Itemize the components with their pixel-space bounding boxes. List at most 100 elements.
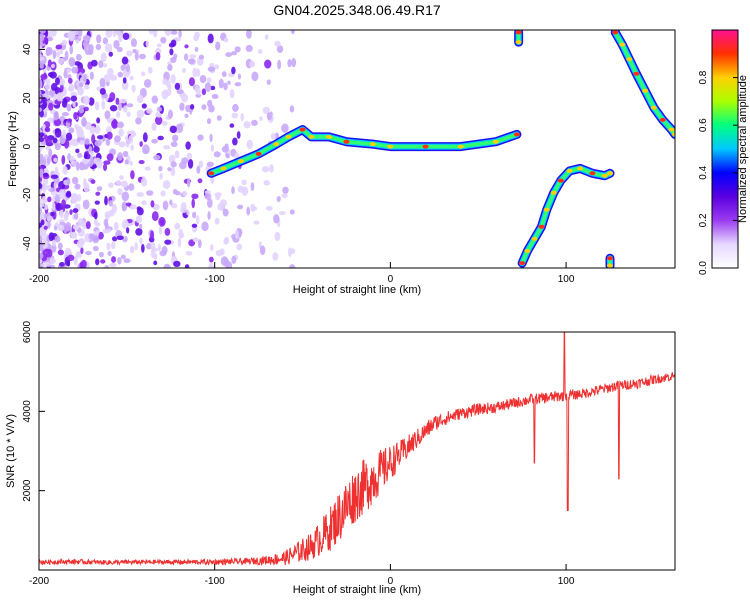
noise-speckle (100, 259, 106, 264)
noise-speckle (217, 203, 225, 211)
noise-speckle (105, 30, 113, 38)
noise-speckle (61, 199, 66, 209)
noise-speckle (119, 98, 127, 104)
y-tick-label: 4000 (22, 400, 33, 423)
noise-speckle (48, 102, 54, 111)
noise-speckle (65, 191, 72, 198)
noise-speckle (225, 153, 230, 159)
noise-speckle (50, 63, 55, 69)
noise-speckle (65, 132, 73, 141)
noise-speckle (234, 46, 241, 53)
noise-speckle (104, 110, 111, 120)
noise-speckle (210, 85, 216, 91)
noise-speckle (152, 203, 160, 211)
noise-speckle (174, 82, 181, 91)
noise-speckle (276, 45, 284, 53)
noise-speckle (68, 127, 75, 134)
trace-peak (606, 171, 613, 176)
colorbar: 0.0 0.2 0.4 0.6 0.8 Normalized spectral ampl… (698, 29, 749, 275)
noise-speckle (207, 99, 213, 108)
noise-speckle (98, 60, 104, 69)
noise-speckle (168, 154, 176, 164)
noise-speckle (121, 56, 129, 65)
noise-speckle (58, 78, 66, 86)
noise-speckle (39, 136, 45, 142)
spectrogram-noise (39, 30, 297, 268)
noise-speckle (130, 170, 135, 180)
noise-speckle (72, 224, 80, 230)
noise-speckle (40, 219, 45, 226)
noise-speckle (153, 260, 158, 266)
noise-speckle (94, 101, 100, 111)
noise-speckle (171, 203, 178, 209)
noise-speckle (64, 50, 69, 61)
noise-speckle (291, 58, 297, 68)
noise-speckle (186, 209, 190, 216)
noise-speckle (201, 104, 207, 111)
noise-speckle (75, 161, 80, 171)
noise-speckle (69, 44, 74, 55)
noise-speckle (204, 82, 212, 92)
noise-speckle (140, 71, 146, 77)
noise-speckle (141, 243, 145, 253)
noise-speckle (108, 200, 113, 207)
noise-speckle (117, 188, 123, 196)
noise-speckle (39, 242, 44, 249)
noise-speckle (67, 254, 75, 262)
noise-speckle (174, 150, 180, 159)
noise-speckle (106, 131, 113, 140)
trace-peak (387, 144, 394, 149)
noise-speckle (80, 247, 84, 254)
noise-speckle (201, 221, 209, 232)
noise-speckle (139, 141, 143, 147)
trace-peak (557, 178, 564, 183)
noise-speckle (208, 256, 214, 263)
noise-speckle (125, 202, 132, 207)
noise-speckle (107, 251, 112, 256)
noise-speckle (191, 223, 198, 228)
noise-speckle (113, 39, 120, 49)
noise-speckle (82, 40, 90, 48)
noise-speckle (226, 261, 233, 268)
trace-mid (208, 126, 520, 177)
noise-speckle (90, 179, 96, 184)
noise-speckle (264, 34, 269, 40)
noise-speckle (179, 161, 187, 170)
snr-panel: -200 -100 0 100 2000 4000 6000 Height of stra… (5, 320, 676, 596)
noise-speckle (151, 211, 159, 222)
noise-speckle (48, 90, 53, 96)
noise-speckle (51, 82, 58, 91)
noise-speckle (120, 180, 128, 188)
noise-speckle (78, 82, 84, 88)
noise-speckle (289, 105, 295, 113)
noise-speckle (266, 79, 271, 85)
noise-speckle (129, 75, 134, 81)
noise-speckle (264, 59, 272, 69)
noise-speckle (123, 258, 131, 264)
noise-speckle (140, 177, 148, 187)
noise-speckle (93, 212, 98, 220)
trace-peak (519, 261, 526, 266)
trace-peak (633, 71, 640, 76)
noise-speckle (67, 77, 73, 84)
noise-speckle (150, 242, 156, 251)
trace-peak (577, 166, 584, 171)
noise-speckle (176, 89, 184, 95)
noise-speckle (39, 56, 45, 61)
noise-speckle (39, 90, 42, 95)
noise-speckle (103, 218, 109, 227)
noise-speckle (62, 129, 67, 139)
noise-speckle (39, 79, 43, 89)
noise-speckle (141, 200, 147, 206)
trace-mid (519, 165, 613, 267)
noise-speckle (167, 64, 173, 72)
noise-speckle (110, 241, 116, 250)
figure-title: GN04.2025.348.06.49.R17 (273, 2, 441, 18)
y-tick-label: 6000 (22, 320, 33, 343)
noise-speckle (151, 95, 159, 104)
noise-speckle (214, 192, 222, 198)
noise-speckle (174, 190, 181, 196)
noise-speckle (240, 113, 244, 122)
noise-speckle (94, 200, 100, 205)
noise-speckle (142, 144, 150, 155)
